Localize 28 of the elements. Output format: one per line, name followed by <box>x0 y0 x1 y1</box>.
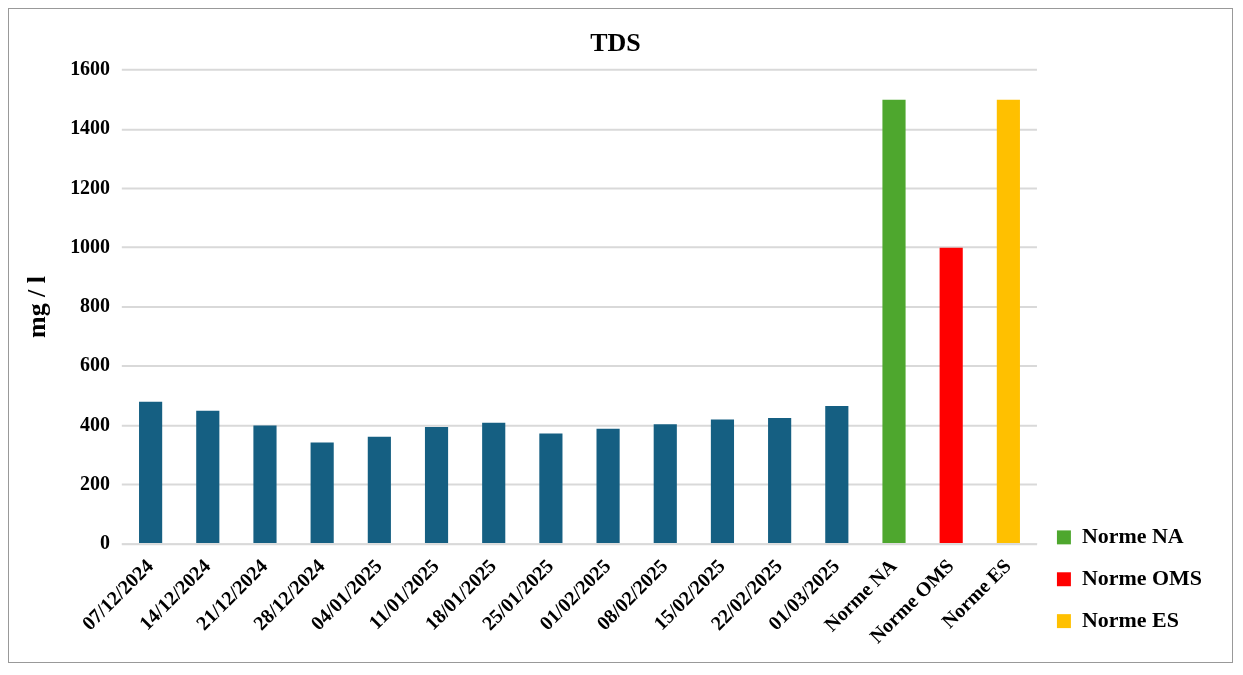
bar <box>196 410 220 544</box>
legend-label: Norme NA <box>1081 523 1184 549</box>
bar <box>653 424 677 544</box>
chart-title: TDS <box>590 28 641 58</box>
bar <box>253 425 277 544</box>
bar <box>424 427 449 544</box>
y-tick-label: 0 <box>100 531 111 554</box>
y-tick-label: 200 <box>80 471 111 494</box>
bar <box>825 405 849 544</box>
bar <box>539 433 563 544</box>
bar <box>367 436 391 544</box>
y-tick-label: 1400 <box>70 116 111 139</box>
y-tick-label: 1000 <box>70 234 111 257</box>
bar <box>310 442 334 544</box>
bar <box>996 99 1020 544</box>
bar <box>882 99 906 544</box>
y-tick-label: 1200 <box>70 175 111 198</box>
y-tick-label: 800 <box>80 294 111 317</box>
y-tick-label: 400 <box>80 412 111 435</box>
bar <box>482 422 506 544</box>
y-tick-label: 600 <box>80 353 111 376</box>
y-axis-title: mg / l <box>22 276 52 338</box>
bar <box>768 418 792 544</box>
bar <box>596 428 620 544</box>
bar <box>710 419 735 544</box>
bar <box>939 247 963 544</box>
y-tick-label: 1600 <box>70 57 111 80</box>
bar <box>139 401 163 544</box>
